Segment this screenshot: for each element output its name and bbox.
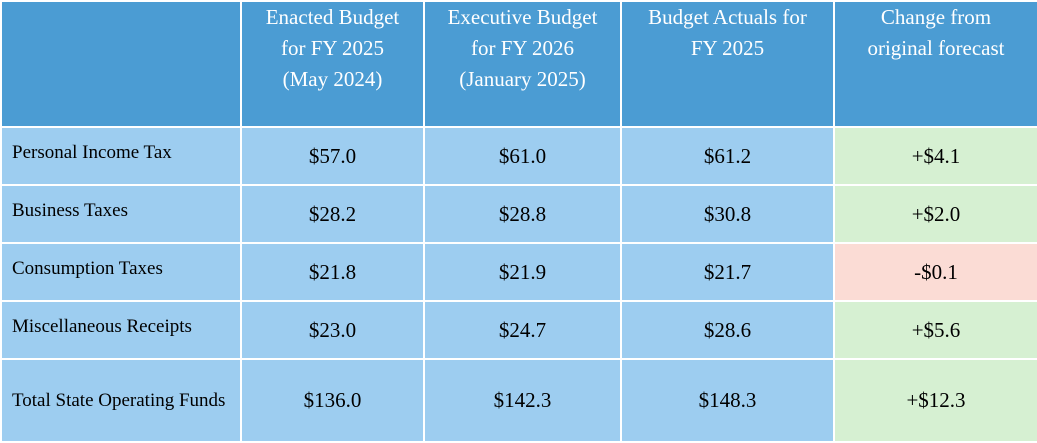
executive-value: $21.9 [423,242,622,302]
total-change-value: +$12.3 [833,358,1037,443]
actuals-value: $61.2 [620,126,835,186]
table-row: Consumption Taxes $21.8 $21.9 $21.7 -$0.… [0,242,1037,302]
actuals-value: $30.8 [620,184,835,244]
enacted-value: $28.2 [240,184,425,244]
change-value: -$0.1 [833,242,1037,302]
total-row: Total State Operating Funds $136.0 $142.… [0,358,1037,443]
header-label: Change from original forecast [867,5,1005,60]
total-actuals-value: $148.3 [620,358,835,443]
row-label: Miscellaneous Receipts [0,300,242,360]
row-label: Personal Income Tax [0,126,242,186]
header-executive-budget: Executive Budget for FY 2026 (January 20… [423,0,622,128]
executive-value: $24.7 [423,300,622,360]
header-label: Executive Budget for FY 2026 (January 20… [447,5,598,91]
enacted-value: $21.8 [240,242,425,302]
header-change-from-forecast: Change from original forecast [833,0,1037,128]
table-row: Miscellaneous Receipts $23.0 $24.7 $28.6… [0,300,1037,360]
total-executive-value: $142.3 [423,358,622,443]
header-row: Enacted Budget for FY 2025 (May 2024) Ex… [0,0,1037,128]
actuals-value: $21.7 [620,242,835,302]
change-value: +$4.1 [833,126,1037,186]
header-label: Budget Actuals for FY 2025 [648,5,807,60]
row-label: Consumption Taxes [0,242,242,302]
row-label: Business Taxes [0,184,242,244]
change-value: +$2.0 [833,184,1037,244]
total-label: Total State Operating Funds [0,358,242,443]
header-budget-actuals: Budget Actuals for FY 2025 [620,0,835,128]
change-value: +$5.6 [833,300,1037,360]
enacted-value: $23.0 [240,300,425,360]
actuals-value: $28.6 [620,300,835,360]
enacted-value: $57.0 [240,126,425,186]
header-enacted-budget: Enacted Budget for FY 2025 (May 2024) [240,0,425,128]
header-cell-empty [0,0,242,128]
table-row: Personal Income Tax $57.0 $61.0 $61.2 +$… [0,126,1037,186]
header-label: Enacted Budget for FY 2025 (May 2024) [265,5,400,91]
table-row: Business Taxes $28.2 $28.8 $30.8 +$2.0 [0,184,1037,244]
executive-value: $61.0 [423,126,622,186]
total-enacted-value: $136.0 [240,358,425,443]
executive-value: $28.8 [423,184,622,244]
